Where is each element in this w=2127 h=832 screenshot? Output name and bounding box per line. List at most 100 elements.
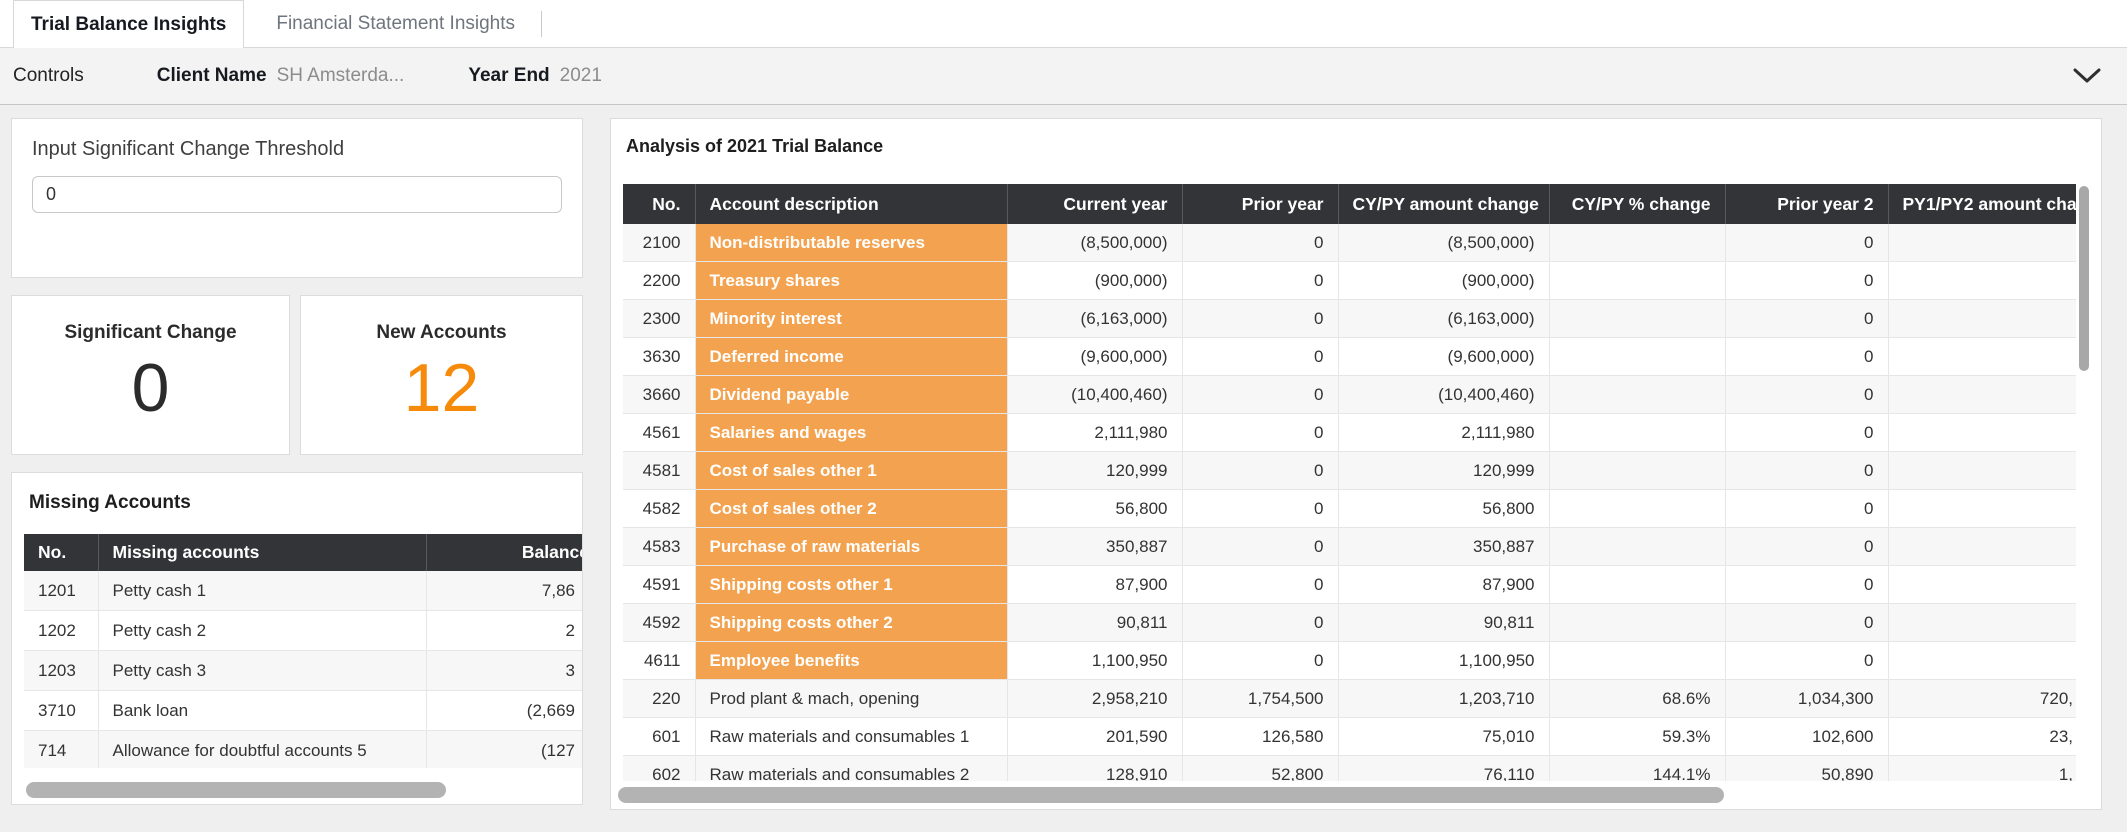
scrollbar-thumb[interactable] [618,787,1724,803]
cell-prior_year[interactable]: 0 [1182,565,1339,604]
cell-no[interactable]: 4611 [623,641,696,680]
cell-prior_year_2[interactable]: 0 [1725,375,1889,414]
cell-cy_py_amount_change[interactable]: 56,800 [1338,489,1550,528]
cell-py1_py2_amount_change[interactable] [1888,603,2076,642]
column-header[interactable]: CY/PY % change [1549,184,1726,224]
column-header[interactable]: Balance [426,534,582,571]
cell-description[interactable]: Cost of sales other 2 [695,489,1008,528]
cell-current_year[interactable]: 87,900 [1007,565,1183,604]
cell-cy_py_pct_change[interactable] [1549,413,1726,452]
cell-py1_py2_amount_change[interactable] [1888,641,2076,680]
cell-cy_py_pct_change[interactable]: 68.6% [1549,679,1726,718]
cell-no[interactable]: 3660 [623,375,696,414]
cell-description[interactable]: Shipping costs other 2 [695,603,1008,642]
client-name-value[interactable]: SH Amsterda... [276,65,405,86]
cell-prior_year[interactable]: 0 [1182,413,1339,452]
cell-py1_py2_amount_change[interactable] [1888,565,2076,604]
cell-no[interactable]: 4583 [623,527,696,566]
cell-no[interactable]: 601 [623,717,696,756]
column-header[interactable]: Missing accounts [98,534,427,571]
cell-cy_py_pct_change[interactable] [1549,261,1726,300]
tab-trial-balance-insights[interactable]: Trial Balance Insights [13,0,245,48]
cell-prior_year[interactable]: 0 [1182,337,1339,376]
cell-no[interactable]: 4581 [623,451,696,490]
cell-cy_py_pct_change[interactable]: 144.1% [1549,755,1726,781]
cell-balance[interactable]: 3 [426,650,582,691]
cell-no[interactable]: 1203 [24,650,99,691]
cell-description[interactable]: Treasury shares [695,261,1008,300]
column-header[interactable]: Prior year 2 [1725,184,1889,224]
cell-cy_py_amount_change[interactable]: 1,100,950 [1338,641,1550,680]
cell-description[interactable]: Deferred income [695,337,1008,376]
cell-cy_py_pct_change[interactable] [1549,337,1726,376]
cell-account[interactable]: Petty cash 2 [98,610,427,651]
cell-cy_py_amount_change[interactable]: (6,163,000) [1338,299,1550,338]
cell-prior_year[interactable]: 0 [1182,527,1339,566]
cell-py1_py2_amount_change[interactable]: 23, [1888,717,2076,756]
cell-cy_py_amount_change[interactable]: 90,811 [1338,603,1550,642]
cell-cy_py_amount_change[interactable]: (900,000) [1338,261,1550,300]
cell-no[interactable]: 4561 [623,413,696,452]
cell-account[interactable]: Petty cash 3 [98,650,427,691]
scrollbar-thumb[interactable] [26,782,446,798]
cell-current_year[interactable]: (9,600,000) [1007,337,1183,376]
cell-cy_py_amount_change[interactable]: 350,887 [1338,527,1550,566]
cell-prior_year[interactable]: 0 [1182,489,1339,528]
cell-py1_py2_amount_change[interactable] [1888,299,2076,338]
cell-prior_year[interactable]: 0 [1182,299,1339,338]
cell-py1_py2_amount_change[interactable] [1888,337,2076,376]
cell-description[interactable]: Dividend payable [695,375,1008,414]
collapse-controls-button[interactable] [2071,62,2103,90]
cell-prior_year_2[interactable]: 0 [1725,489,1889,528]
cell-cy_py_amount_change[interactable]: 1,203,710 [1338,679,1550,718]
cell-cy_py_pct_change[interactable]: 59.3% [1549,717,1726,756]
cell-prior_year[interactable]: 126,580 [1182,717,1339,756]
cell-current_year[interactable]: 120,999 [1007,451,1183,490]
cell-py1_py2_amount_change[interactable] [1888,261,2076,300]
cell-prior_year_2[interactable]: 0 [1725,565,1889,604]
cell-balance[interactable]: 7,86 [426,571,582,611]
cell-py1_py2_amount_change[interactable] [1888,451,2076,490]
analysis-horizontal-scrollbar[interactable] [618,787,1724,803]
cell-account[interactable]: Bank loan [98,690,427,731]
column-header[interactable]: No. [623,184,696,224]
cell-account[interactable]: Petty cash 1 [98,571,427,611]
cell-current_year[interactable]: (900,000) [1007,261,1183,300]
cell-prior_year_2[interactable]: 0 [1725,261,1889,300]
cell-balance[interactable]: 2 [426,610,582,651]
cell-prior_year[interactable]: 52,800 [1182,755,1339,781]
cell-description[interactable]: Raw materials and consumables 2 [695,755,1008,781]
cell-prior_year_2[interactable]: 102,600 [1725,717,1889,756]
column-header[interactable]: CY/PY amount change [1338,184,1550,224]
cell-current_year[interactable]: 2,958,210 [1007,679,1183,718]
cell-balance[interactable]: (127 [426,730,582,768]
cell-current_year[interactable]: (8,500,000) [1007,224,1183,262]
column-header[interactable]: PY1/PY2 amount change [1888,184,2076,224]
column-header[interactable]: Prior year [1182,184,1339,224]
tab-financial-statement-insights[interactable]: Financial Statement Insights [258,0,533,48]
cell-no[interactable]: 2300 [623,299,696,338]
cell-cy_py_pct_change[interactable] [1549,375,1726,414]
cell-cy_py_pct_change[interactable] [1549,565,1726,604]
cell-prior_year[interactable]: 0 [1182,641,1339,680]
cell-cy_py_amount_change[interactable]: 120,999 [1338,451,1550,490]
cell-cy_py_pct_change[interactable] [1549,603,1726,642]
cell-description[interactable]: Non-distributable reserves [695,224,1008,262]
column-header[interactable]: No. [24,534,99,571]
cell-cy_py_amount_change[interactable]: 75,010 [1338,717,1550,756]
cell-current_year[interactable]: 56,800 [1007,489,1183,528]
cell-py1_py2_amount_change[interactable] [1888,413,2076,452]
cell-no[interactable]: 4592 [623,603,696,642]
cell-cy_py_pct_change[interactable] [1549,451,1726,490]
cell-cy_py_pct_change[interactable] [1549,224,1726,262]
cell-no[interactable]: 4582 [623,489,696,528]
cell-prior_year_2[interactable]: 0 [1725,527,1889,566]
cell-prior_year_2[interactable]: 50,890 [1725,755,1889,781]
cell-description[interactable]: Cost of sales other 1 [695,451,1008,490]
analysis-vertical-scrollbar[interactable] [2079,186,2089,371]
cell-py1_py2_amount_change[interactable] [1888,224,2076,262]
cell-prior_year[interactable]: 0 [1182,375,1339,414]
cell-current_year[interactable]: 2,111,980 [1007,413,1183,452]
cell-description[interactable]: Raw materials and consumables 1 [695,717,1008,756]
cell-description[interactable]: Prod plant & mach, opening [695,679,1008,718]
